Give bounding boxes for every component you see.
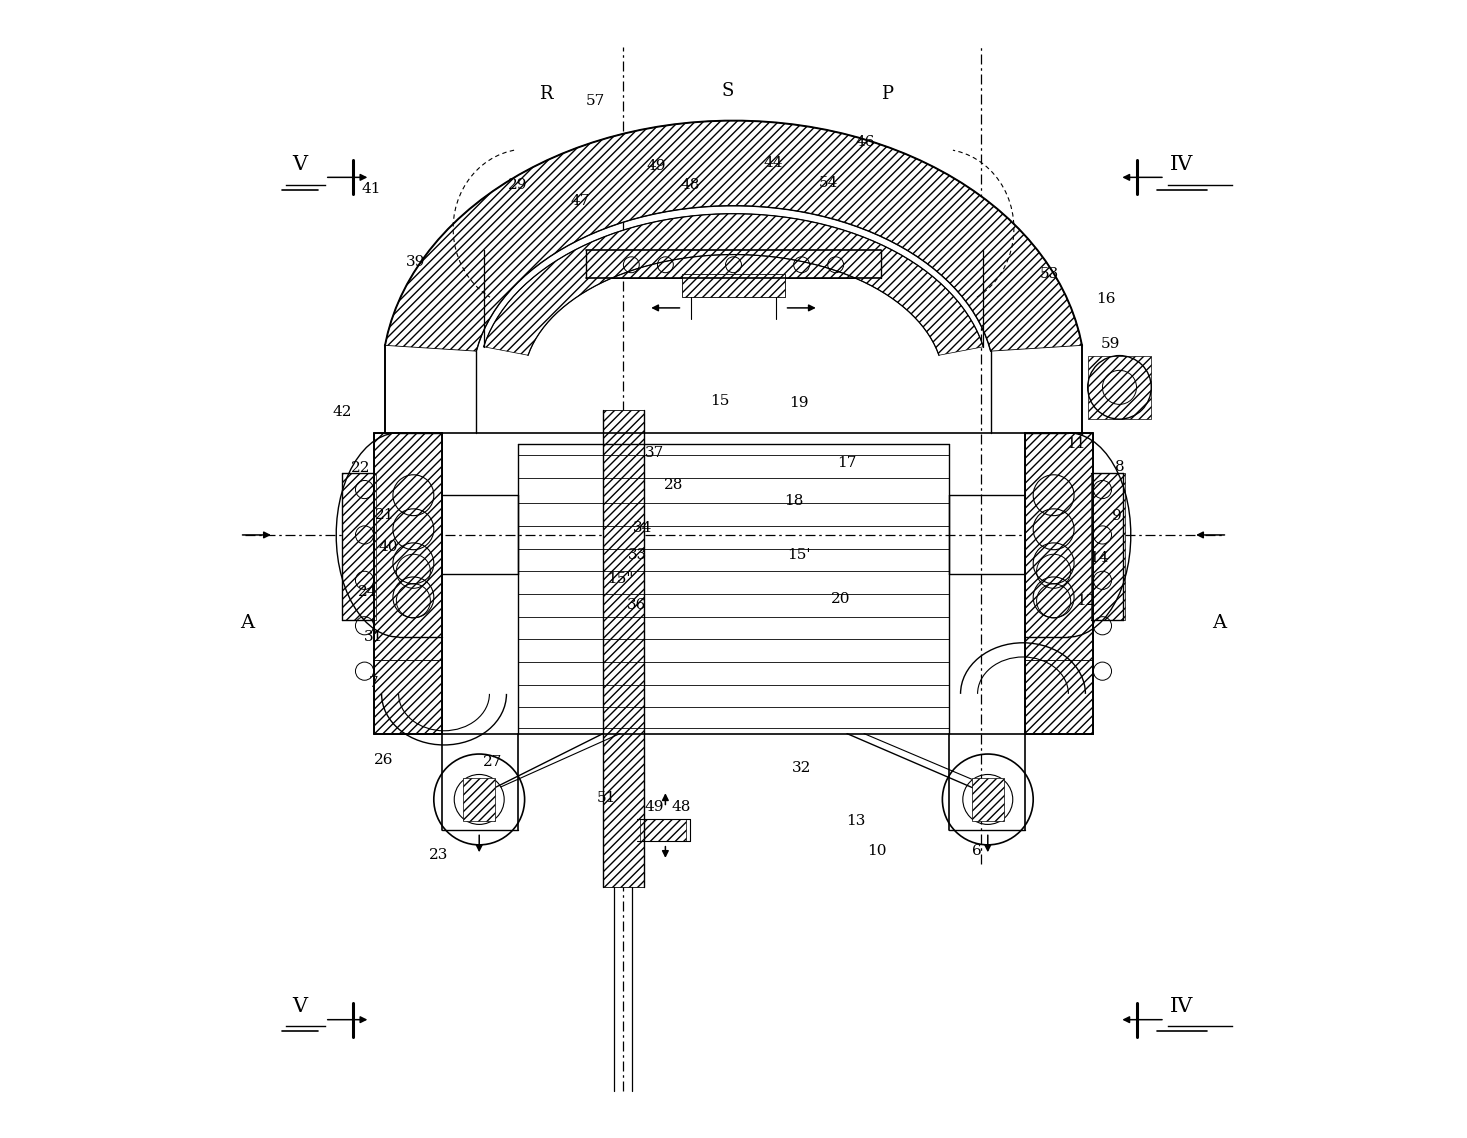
Text: 21: 21 bbox=[376, 508, 395, 521]
Text: 22: 22 bbox=[352, 461, 371, 475]
Text: V: V bbox=[292, 997, 308, 1015]
Text: 18: 18 bbox=[783, 494, 804, 508]
Text: 34: 34 bbox=[632, 521, 653, 535]
Text: 12: 12 bbox=[1075, 594, 1096, 608]
Bar bbox=[682, 274, 785, 297]
Text: 32: 32 bbox=[792, 760, 811, 775]
Text: A: A bbox=[1212, 615, 1226, 633]
Text: 10: 10 bbox=[867, 843, 886, 858]
Text: 57: 57 bbox=[585, 94, 604, 108]
Text: 11: 11 bbox=[1067, 437, 1086, 451]
Text: R: R bbox=[540, 85, 553, 104]
Text: 23: 23 bbox=[428, 848, 447, 863]
Bar bbox=[641, 818, 685, 841]
Text: 46: 46 bbox=[855, 135, 874, 149]
Text: 16: 16 bbox=[1096, 291, 1115, 306]
Text: 49: 49 bbox=[644, 800, 663, 815]
Text: 19: 19 bbox=[789, 396, 810, 411]
Text: 28: 28 bbox=[663, 478, 684, 492]
Text: 36: 36 bbox=[628, 599, 647, 612]
Text: 8: 8 bbox=[1115, 460, 1124, 473]
Bar bbox=[1091, 472, 1125, 620]
Bar bbox=[603, 410, 644, 887]
Text: 37: 37 bbox=[644, 446, 663, 460]
Text: 14: 14 bbox=[1090, 551, 1109, 564]
Polygon shape bbox=[484, 214, 983, 355]
Text: 17: 17 bbox=[838, 456, 857, 470]
Text: 9: 9 bbox=[1112, 509, 1122, 522]
Text: 42: 42 bbox=[332, 405, 352, 419]
Text: 40: 40 bbox=[378, 541, 398, 554]
Text: IV: IV bbox=[1171, 997, 1194, 1015]
Text: 13: 13 bbox=[846, 814, 866, 828]
Text: V: V bbox=[292, 156, 308, 174]
Text: 26: 26 bbox=[374, 752, 393, 767]
Text: 48: 48 bbox=[681, 179, 700, 192]
Text: P: P bbox=[880, 85, 893, 104]
Text: 20: 20 bbox=[830, 592, 849, 605]
Text: 49: 49 bbox=[647, 159, 666, 173]
Text: 44: 44 bbox=[763, 156, 783, 170]
Text: 53: 53 bbox=[1040, 266, 1059, 281]
Text: 47: 47 bbox=[571, 195, 590, 208]
Text: 48: 48 bbox=[672, 800, 691, 815]
Text: 7: 7 bbox=[368, 676, 378, 690]
Text: 39: 39 bbox=[406, 256, 425, 270]
Text: 15: 15 bbox=[710, 394, 729, 409]
Text: 15": 15" bbox=[607, 572, 634, 586]
Text: S: S bbox=[722, 82, 734, 100]
Bar bbox=[374, 660, 442, 734]
Bar bbox=[1087, 355, 1152, 419]
Bar bbox=[342, 472, 376, 620]
Text: IV: IV bbox=[1171, 156, 1194, 174]
Text: 33: 33 bbox=[628, 549, 647, 562]
Bar bbox=[973, 778, 1003, 820]
Text: 31: 31 bbox=[364, 630, 383, 644]
Text: 41: 41 bbox=[361, 182, 381, 196]
Text: A: A bbox=[241, 615, 255, 633]
Text: 51: 51 bbox=[597, 791, 616, 806]
Text: 15': 15' bbox=[788, 549, 811, 562]
Bar bbox=[585, 250, 882, 279]
Polygon shape bbox=[384, 121, 1083, 352]
Text: 59: 59 bbox=[1100, 337, 1121, 352]
Bar bbox=[464, 778, 494, 820]
Bar bbox=[374, 432, 442, 660]
Text: 29: 29 bbox=[508, 179, 528, 192]
Bar bbox=[1025, 660, 1093, 734]
Text: 6: 6 bbox=[971, 843, 981, 858]
Text: 27: 27 bbox=[483, 754, 503, 769]
Text: 24: 24 bbox=[358, 585, 377, 599]
Text: 54: 54 bbox=[819, 176, 839, 190]
Bar bbox=[1025, 432, 1093, 660]
